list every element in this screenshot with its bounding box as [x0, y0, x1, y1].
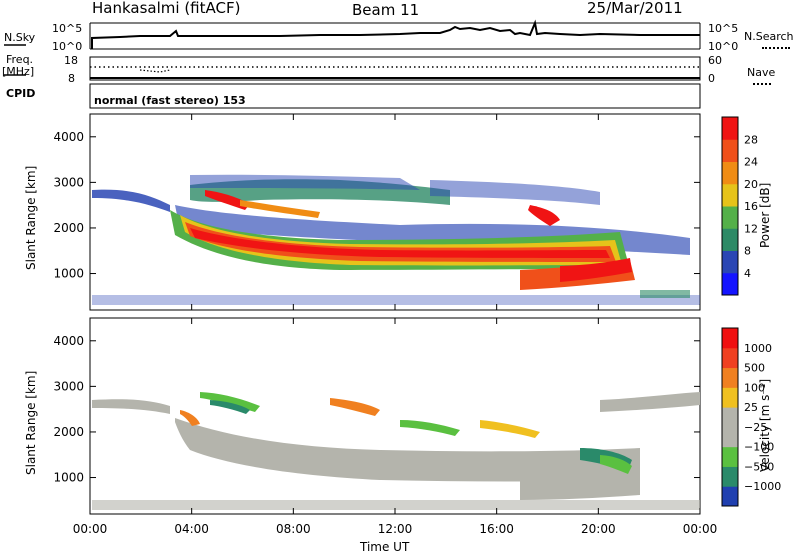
xtick-label-3: 12:00 [378, 522, 413, 536]
power-colorbar-tick-4: 20 [744, 178, 758, 191]
nave-legend-line [753, 83, 771, 85]
power-ytick-label-1: 2000 [53, 221, 84, 235]
power-colorbar-swatch-2 [722, 228, 738, 251]
nave-bottom-tick: 0 [708, 72, 715, 85]
station-title: Hankasalmi (fitACF) [92, 0, 241, 17]
nsky-trace [91, 19, 700, 49]
xtick-label-1: 04:00 [174, 522, 209, 536]
xtick-label-6: 00:00 [683, 522, 718, 536]
velocity-colorbar-tick-6: −500 [744, 460, 774, 473]
nsearch-legend-line [762, 47, 790, 49]
xtick-label-4: 16:00 [479, 522, 514, 536]
velocity-colorbar-swatch-4 [722, 407, 738, 428]
freq-unit: [MHz] [2, 65, 35, 78]
date-title: 25/Mar/2011 [587, 0, 683, 17]
power-colorbar-swatch-1 [722, 250, 738, 274]
velocity-panel: 1000 2000 3000 4000 00:00 04:00 08:00 12:00 16:… [53, 114, 717, 536]
velocity-colorbar-tick-4: −25 [744, 421, 767, 434]
power-heatmap [92, 174, 700, 305]
power-colorbar-frame [721, 116, 739, 296]
power-colorbar-tick-1: 8 [744, 245, 751, 258]
freq-panel [4, 56, 701, 81]
power-panel: 1000 2000 3000 4000 [53, 113, 701, 311]
velocity-colorbar-tick-2: 100 [744, 381, 765, 394]
power-colorbar-swatch-7 [722, 117, 738, 140]
velocity-colorbar-tick-3: 25 [744, 401, 758, 414]
cpid-label: CPID [6, 87, 36, 100]
nave-label: Nave [747, 66, 776, 79]
velocity-ytick-label-3: 4000 [53, 334, 84, 348]
nsearch-bottom-tick: 10^0 [708, 40, 739, 53]
nsearch-top-tick: 10^5 [708, 22, 739, 35]
nave-top-tick: 60 [708, 54, 722, 67]
velocity-colorbar: 1000 500 100 25 −25 −100 −500 −1000 [721, 327, 781, 507]
velocity-colorbar-tick-1: 500 [744, 362, 765, 375]
time-xlabel: Time UT [360, 540, 410, 554]
power-colorbar-tick-0: 4 [744, 267, 751, 280]
velocity-colorbar-tick-0: 1000 [744, 342, 772, 355]
velocity-colorbar-frame [721, 327, 739, 507]
power-colorbar-swatch-6 [722, 139, 738, 162]
velocity-colorbar-swatch-8 [722, 328, 738, 349]
velocity-colorbar-swatch-7 [722, 347, 738, 369]
velocity-colorbar-swatch-3 [722, 426, 738, 448]
velocity-ytick-label-2: 3000 [53, 379, 84, 393]
nsky-bottom-tick: 10^0 [52, 40, 83, 53]
velocity-ytick-label-1: 2000 [53, 425, 84, 439]
xtick-label-0: 00:00 [73, 522, 108, 536]
power-colorbar-swatch-0 [722, 272, 738, 296]
velocity-colorbar-tick-5: −100 [744, 441, 774, 454]
nsearch-label: N.Search [744, 30, 794, 43]
velocity-colorbar-swatch-2 [722, 446, 738, 467]
velocity-ytick-label-0: 1000 [53, 471, 84, 485]
velocity-colorbar-swatch-5 [722, 387, 738, 408]
cpid-panel [89, 83, 701, 109]
beam-title: Beam 11 [352, 1, 420, 19]
power-colorbar-swatch-5 [722, 161, 738, 185]
freq-bottom-tick: 8 [68, 72, 75, 85]
nsky-label: N.Sky [4, 31, 36, 44]
freq-label: Freq. [6, 53, 34, 66]
velocity-colorbar-swatch-1 [722, 466, 738, 487]
velocity-heatmap [92, 392, 700, 510]
mode-text: normal (fast stereo) 153 [94, 94, 246, 107]
velocity-colorbar-swatch-6 [722, 367, 738, 388]
xtick-label-5: 20:00 [581, 522, 616, 536]
power-colorbar-tick-2: 12 [744, 222, 758, 235]
nsky-panel [4, 19, 701, 50]
freq-top-tick: 18 [64, 54, 78, 67]
power-ytick-label-0: 1000 [53, 267, 84, 281]
power-colorbar-swatch-4 [722, 183, 738, 207]
nsky-top-tick: 10^5 [52, 22, 83, 35]
power-colorbar-tick-3: 16 [744, 200, 758, 213]
power-colorbar-tick-5: 24 [744, 156, 758, 169]
power-ytick-label-2: 3000 [53, 175, 84, 189]
velocity-colorbar-swatch-0 [722, 486, 738, 507]
power-ytick-label-3: 4000 [53, 130, 84, 144]
power-colorbar-tick-6: 28 [744, 133, 758, 146]
power-colorbar-swatch-3 [722, 206, 738, 229]
velocity-colorbar-tick-7: −1000 [744, 480, 781, 493]
power-colorbar: 4 8 12 16 20 24 28 [721, 116, 758, 296]
xtick-label-2: 08:00 [276, 522, 311, 536]
